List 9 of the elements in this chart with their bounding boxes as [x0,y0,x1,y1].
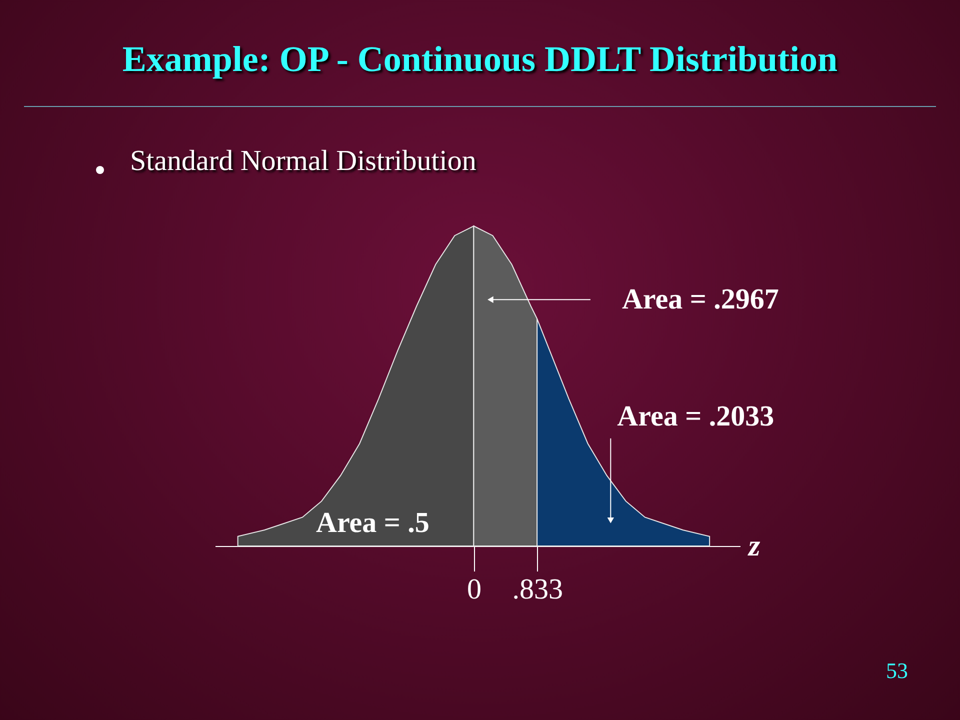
annotation: Area = .5 [316,507,430,540]
chart-title: Example: OP - Continuous DDLT Distribution [121,38,839,80]
annotation: Area = .2967 [622,284,779,316]
annotation: Area = .2033 [617,400,774,432]
x-axis-title: z [748,530,760,562]
chart-subtitle: Standard Normal Distribution [130,145,476,178]
x-tick-label: 0 [466,574,482,606]
text: 53 [886,658,908,684]
x-tick-label: .833 [512,574,563,606]
